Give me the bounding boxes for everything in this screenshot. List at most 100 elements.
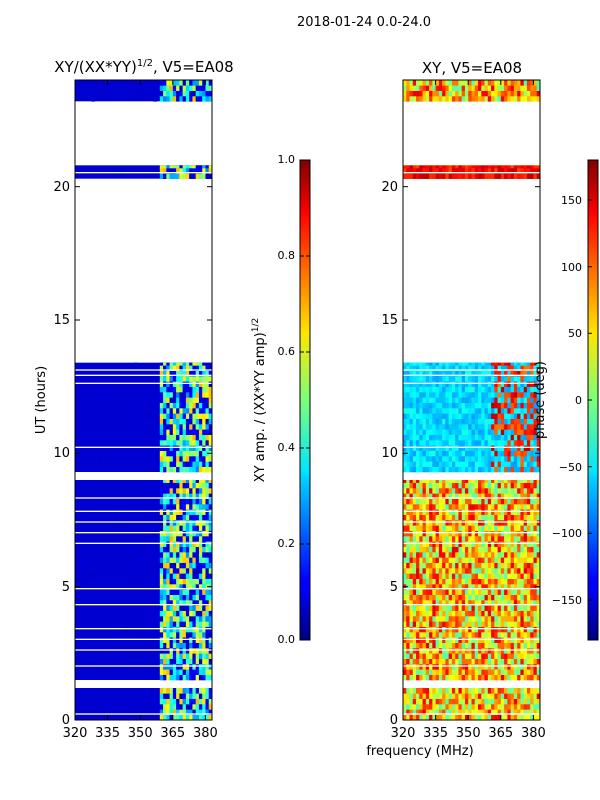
heatmap-cell	[435, 557, 440, 563]
heatmap-cell	[526, 509, 531, 515]
heatmap-cell	[448, 408, 453, 414]
heatmap-cell	[409, 450, 414, 457]
heatmap-cell	[166, 173, 170, 179]
heatmap-cell	[412, 482, 417, 489]
heatmap-cell	[445, 616, 449, 622]
heatmap-cell	[156, 616, 161, 622]
heatmap-cell	[523, 498, 528, 505]
heatmap-cell	[474, 600, 479, 606]
heatmap-cell	[438, 584, 443, 590]
heatmap-cell	[478, 621, 482, 627]
heatmap-cell	[451, 653, 456, 659]
heatmap-cell	[478, 381, 482, 387]
heatmap-cell	[435, 381, 440, 387]
heatmap-cell	[189, 165, 193, 169]
heatmap-cell	[471, 541, 476, 547]
heatmap-cell	[523, 424, 528, 430]
heatmap-cell	[481, 509, 485, 515]
heatmap-cell	[205, 80, 210, 86]
heatmap-cell	[504, 365, 508, 371]
heatmap-cell	[202, 498, 206, 505]
heatmap-cell	[409, 530, 414, 537]
heatmap-cell	[461, 536, 466, 542]
heatmap-cell	[533, 96, 538, 102]
heatmap-cell	[445, 536, 449, 542]
heatmap-cell	[526, 688, 531, 694]
heatmap-cell	[412, 514, 417, 521]
heatmap-cell	[507, 165, 511, 169]
heatmap-cell	[445, 698, 449, 705]
heatmap-cell	[448, 642, 453, 649]
heatmap-cell	[520, 397, 524, 403]
heatmap-cell	[189, 90, 193, 97]
heatmap-cell	[530, 498, 534, 505]
heatmap-cell	[445, 584, 449, 590]
heatmap-cell	[455, 525, 459, 531]
heatmap-cell	[536, 698, 541, 705]
heatmap-cell	[176, 714, 180, 721]
heatmap-cell	[448, 688, 453, 694]
heatmap-cell	[425, 509, 430, 515]
heatmap-cell	[468, 616, 472, 622]
heatmap-cell	[474, 381, 479, 387]
heatmap-cell	[461, 466, 466, 473]
heatmap-cell	[487, 669, 492, 675]
heatmap-cell	[494, 429, 498, 435]
heatmap-cell	[208, 466, 213, 473]
heatmap-cell	[494, 688, 498, 694]
heatmap-cell	[445, 362, 449, 366]
heatmap-cell	[536, 669, 541, 675]
heatmap-cell	[451, 664, 456, 670]
heatmap-cell	[422, 562, 427, 569]
heatmap-cell	[481, 541, 485, 547]
heatmap-cell	[520, 562, 524, 569]
heatmap-cell	[497, 509, 502, 515]
heatmap-cell	[523, 552, 528, 558]
heatmap-cell	[403, 552, 407, 558]
heatmap-cell	[195, 568, 200, 574]
heatmap-cell	[429, 90, 433, 97]
heatmap-cell	[487, 541, 492, 547]
heatmap-cell	[474, 658, 479, 665]
heatmap-cell	[445, 669, 449, 675]
heatmap-cell	[406, 509, 410, 515]
panel1-xtick-label: 335	[95, 726, 120, 741]
heatmap-cell	[455, 688, 459, 694]
heatmap-cell	[409, 480, 414, 483]
heatmap-cell	[481, 514, 485, 521]
heatmap-cell	[471, 461, 476, 467]
heatmap-cell	[458, 594, 463, 601]
heatmap-cell	[484, 498, 489, 505]
heatmap-cell	[458, 557, 463, 563]
heatmap-cell	[425, 370, 430, 377]
heatmap-cell	[172, 605, 177, 611]
heatmap-cell	[510, 578, 515, 585]
heatmap-cell	[455, 381, 459, 387]
heatmap-cell	[451, 594, 456, 601]
heatmap-cell	[429, 621, 433, 627]
heatmap-cell	[412, 456, 417, 462]
heatmap-cell	[208, 413, 213, 419]
heatmap-cell	[438, 408, 443, 414]
heatmap-cell	[487, 362, 492, 366]
heatmap-cell	[523, 536, 528, 542]
heatmap-cell	[432, 594, 436, 601]
heatmap-cell	[474, 504, 479, 510]
heatmap-cell	[438, 621, 443, 627]
heatmap-cell	[185, 584, 190, 590]
heatmap-cell	[442, 376, 446, 382]
heatmap-cell	[530, 648, 534, 654]
heatmap-cell	[179, 552, 183, 558]
heatmap-cell	[172, 173, 177, 179]
heatmap-cell	[416, 648, 420, 654]
heatmap-cell	[195, 578, 200, 585]
heatmap-cell	[474, 362, 479, 366]
heatmap-cell	[163, 90, 167, 97]
heatmap-cell	[445, 482, 449, 489]
heatmap-cell	[510, 520, 515, 526]
heatmap-cell	[478, 413, 482, 419]
heatmap-cell	[185, 408, 190, 414]
heatmap-cell	[487, 480, 492, 483]
heatmap-cell	[513, 632, 518, 638]
heatmap-cell	[192, 408, 196, 414]
